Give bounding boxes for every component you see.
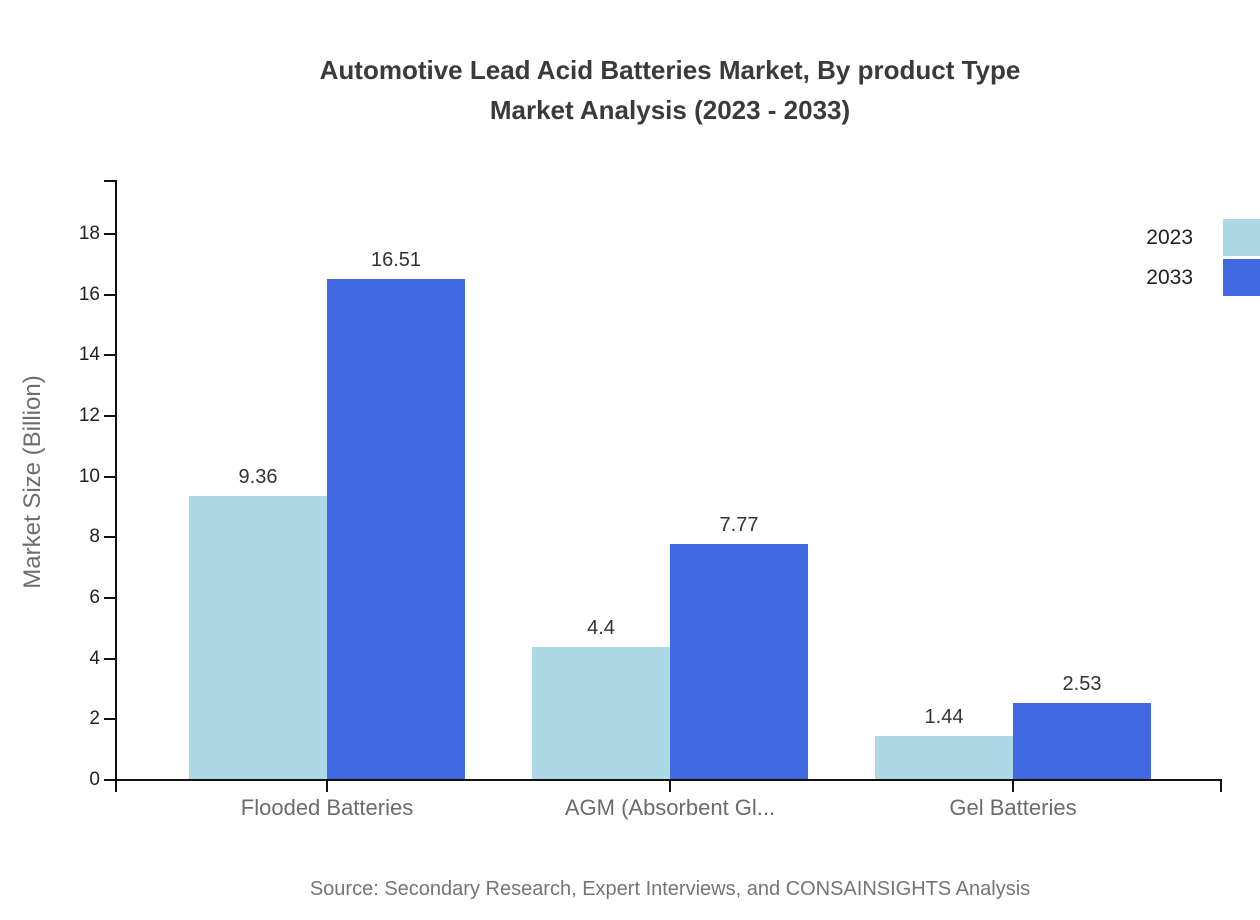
y-tick-label: 16 <box>78 283 100 305</box>
y-tick-label: 2 <box>89 708 100 730</box>
legend-swatch-2033 <box>1223 259 1260 296</box>
legend-swatch-2023 <box>1223 219 1260 256</box>
y-tick <box>104 415 115 418</box>
source-note: Source: Secondary Research, Expert Inter… <box>309 878 1031 900</box>
y-axis-end-tick <box>104 180 116 182</box>
y-tick <box>104 354 115 357</box>
y-tick-label: 18 <box>78 223 100 245</box>
x-tick <box>1012 779 1014 792</box>
x-axis-line <box>108 779 1222 781</box>
y-tick-label: 14 <box>78 344 100 366</box>
category-label: AGM (Absorbent Gl... <box>564 795 776 820</box>
bar-2033 <box>327 279 465 779</box>
chart-title: Automotive Lead Acid Batteries Market, B… <box>80 50 1260 130</box>
legend-label-2033: 2033 <box>1146 265 1193 289</box>
y-tick-label: 0 <box>89 769 100 790</box>
bar-value-label: 7.77 <box>719 514 759 537</box>
legend-label-2023: 2023 <box>1146 225 1193 249</box>
y-tick <box>104 657 115 660</box>
y-tick <box>104 536 115 539</box>
bar-2023 <box>875 736 1013 779</box>
y-tick <box>104 779 115 781</box>
bar-value-label: 9.36 <box>238 466 278 489</box>
bar-value-label: 2.53 <box>1062 673 1102 696</box>
y-tick-label: 12 <box>78 405 100 427</box>
legend: 2023 2033 <box>1146 219 1260 299</box>
x-axis-end-tick <box>1220 779 1222 792</box>
legend-item-2023: 2023 <box>1146 219 1260 256</box>
y-tick <box>104 718 115 721</box>
y-tick-label: 10 <box>78 465 100 487</box>
legend-item-2033: 2033 <box>1146 259 1260 296</box>
bar-value-label: 16.51 <box>370 249 422 272</box>
x-tick <box>669 779 671 792</box>
chart-title-line1: Automotive Lead Acid Batteries Market, B… <box>319 55 1021 85</box>
chart-title-line2: Market Analysis (2023 - 2033) <box>489 95 851 125</box>
bar-value-label: 1.44 <box>924 706 964 729</box>
category-label: Gel Batteries <box>949 795 1077 820</box>
y-axis-line <box>115 180 117 792</box>
category-label: Flooded Batteries <box>240 795 414 820</box>
y-tick <box>104 597 115 600</box>
x-tick <box>326 779 328 792</box>
y-tick-label: 4 <box>89 647 100 669</box>
bar-2033 <box>1013 703 1151 779</box>
y-tick-label: 8 <box>89 526 100 548</box>
y-tick-label: 6 <box>89 587 100 609</box>
y-tick <box>104 233 115 236</box>
y-tick <box>104 293 115 296</box>
bar-2033 <box>670 544 808 779</box>
y-tick <box>104 475 115 478</box>
bar-value-label: 4.4 <box>587 616 615 639</box>
bar-2023 <box>189 496 327 779</box>
bar-2023 <box>532 646 670 779</box>
